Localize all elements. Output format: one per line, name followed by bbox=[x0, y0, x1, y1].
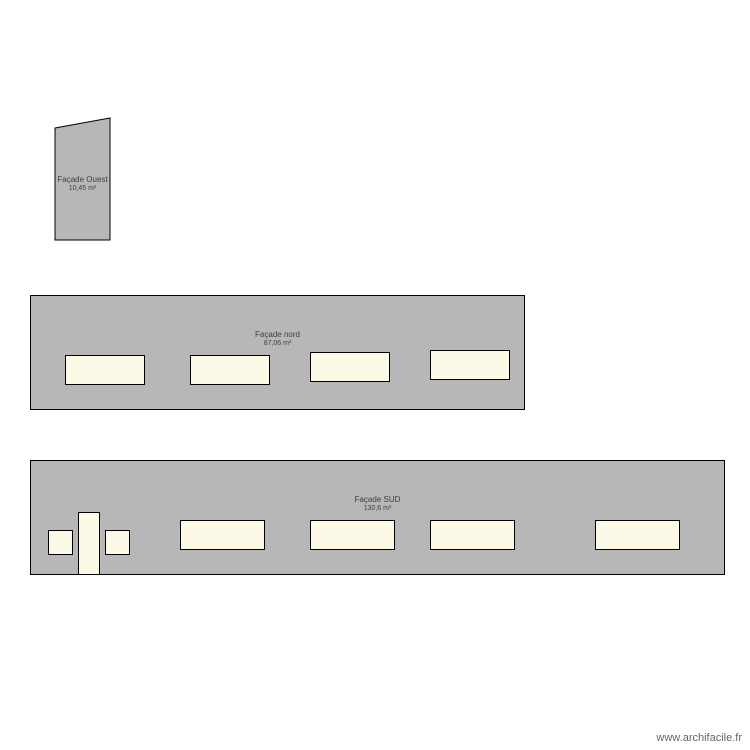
facade-ouest-title: Façade Ouest bbox=[55, 175, 110, 185]
facade-nord-opening-3 bbox=[430, 350, 510, 380]
facade-sud-opening-2 bbox=[105, 530, 130, 555]
facade-nord-title: Façade nord bbox=[30, 330, 525, 340]
facade-sud-opening-1 bbox=[78, 512, 100, 575]
facade-nord-opening-0 bbox=[65, 355, 145, 385]
facade-sud-opening-0 bbox=[48, 530, 73, 555]
facade-nord-opening-1 bbox=[190, 355, 270, 385]
facade-ouest-area: 10,45 m² bbox=[55, 185, 110, 193]
facade-sud-opening-6 bbox=[595, 520, 680, 550]
footer-link[interactable]: www.archifacile.fr bbox=[656, 732, 742, 744]
facade-sud-area: 130,6 m² bbox=[30, 505, 725, 513]
facade-nord-opening-2 bbox=[310, 352, 390, 382]
facade-ouest-label: Façade Ouest 10,45 m² bbox=[55, 175, 110, 193]
facade-sud-label: Façade SUD 130,6 m² bbox=[30, 495, 725, 513]
facade-sud-opening-3 bbox=[180, 520, 265, 550]
facade-nord-label: Façade nord 87,06 m² bbox=[30, 330, 525, 348]
facade-nord-area: 87,06 m² bbox=[30, 340, 525, 348]
facade-sud-opening-5 bbox=[430, 520, 515, 550]
facade-sud bbox=[30, 460, 725, 575]
facade-sud-title: Façade SUD bbox=[30, 495, 725, 505]
facade-sud-opening-4 bbox=[310, 520, 395, 550]
diagram-canvas: Façade Ouest 10,45 m² Façade nord 87,06 … bbox=[0, 0, 750, 750]
